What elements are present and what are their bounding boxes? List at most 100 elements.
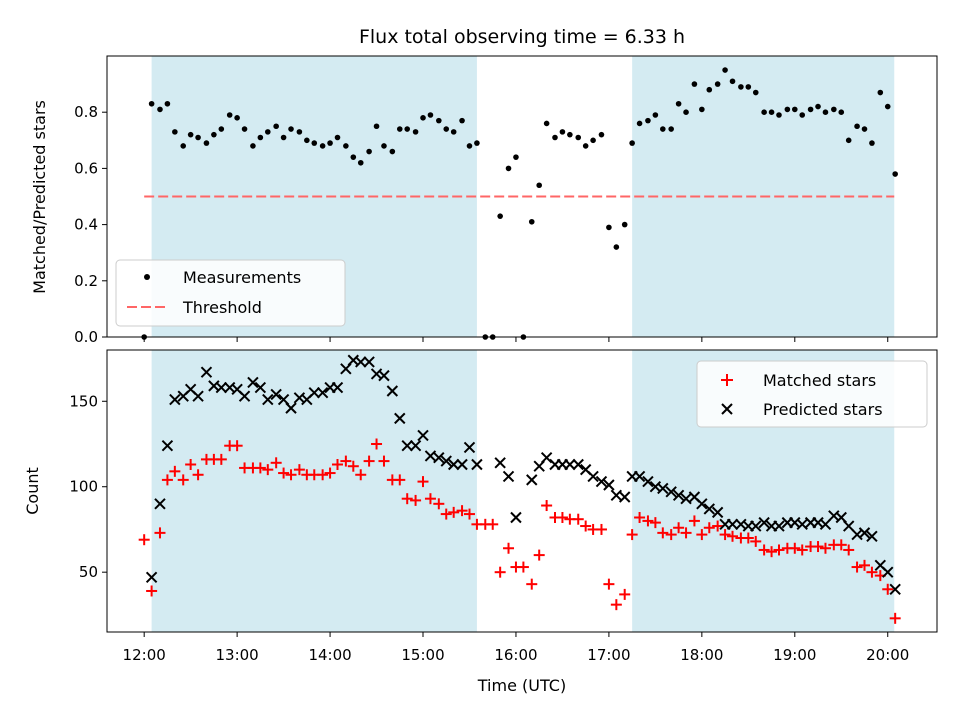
measurement-point-69 [675, 100, 682, 107]
measurement-point-57 [582, 143, 589, 149]
predicted-stars-point-81 [796, 518, 808, 531]
predicted-stars-point-60 [633, 470, 646, 483]
predicted-stars-point-89 [858, 527, 871, 539]
measurement-point-65 [645, 117, 651, 124]
measurement-point-27 [350, 154, 357, 160]
matched-stars-point-70 [680, 527, 692, 539]
measurement-point-85 [799, 112, 806, 118]
predicted-stars-point-48 [540, 451, 553, 464]
predicted-stars-point-32 [394, 412, 406, 425]
measurement-point-34 [404, 126, 411, 132]
matched-stars-point-54 [556, 511, 568, 523]
predicted-stars-point-87 [842, 520, 855, 532]
measurement-point-53 [552, 134, 558, 141]
measurement-point-47 [505, 165, 512, 172]
x-tick-label-3: 15:00 [401, 646, 444, 664]
measurement-point-1 [148, 100, 155, 107]
bottom-y-ticks: 50 100 150 [69, 392, 107, 581]
matched-stars-point-96 [882, 583, 894, 595]
predicted-stars-point-37 [433, 451, 445, 464]
predicted-stars-point-14 [254, 381, 267, 394]
predicted-stars-point-38 [440, 455, 452, 467]
predicted-stars-point-12 [238, 390, 251, 402]
measurement-point-81 [768, 109, 775, 115]
predicted-stars-point-57 [610, 489, 623, 501]
chart-title: Flux total observing time = 6.33 h [359, 26, 685, 48]
legend-marker-predicted-stars [721, 403, 733, 415]
measurement-point-48 [513, 154, 519, 160]
legend-marker-matched-stars [721, 374, 733, 386]
matched-stars-point-92 [851, 561, 863, 573]
measurement-point-32 [389, 148, 396, 155]
predicted-stars-point-44 [502, 470, 515, 483]
measurement-point-62 [621, 221, 628, 228]
bottom-shaded-interval-0 [151, 350, 477, 632]
predicted-stars-point-9 [215, 381, 228, 394]
measurement-point-29 [366, 148, 372, 155]
predicted-stars-point-64 [665, 486, 677, 498]
matched-stars-series [138, 438, 901, 624]
measurement-point-42 [466, 143, 473, 149]
predicted-stars-point-21 [308, 387, 320, 399]
predicted-stars-point-36 [424, 450, 437, 462]
predicted-stars-point-55 [595, 475, 608, 488]
top-y-tick-label-0: 0.0 [74, 328, 98, 346]
predicted-stars-point-68 [696, 498, 708, 510]
matched-stars-point-45 [487, 518, 499, 530]
bottom-plot-frame [106, 349, 938, 633]
matched-stars-point-65 [642, 515, 654, 527]
predicted-stars-point-56 [603, 479, 615, 491]
measurement-point-24 [327, 140, 333, 146]
measurement-point-71 [691, 81, 698, 87]
matched-stars-point-0 [138, 534, 150, 546]
measurement-point-76 [729, 78, 736, 85]
measurement-point-36 [420, 115, 426, 121]
matched-stars-point-67 [657, 527, 669, 539]
predicted-stars-point-90 [866, 530, 878, 542]
predicted-stars-point-1 [154, 498, 166, 510]
top-y-tick-label-3: 0.6 [74, 159, 98, 177]
bottom-y-tick-label-2: 150 [69, 392, 98, 410]
matched-stars-point-5 [177, 474, 189, 486]
measurement-point-51 [536, 182, 542, 189]
predicted-stars-point-51 [564, 458, 576, 471]
measurement-point-3 [164, 100, 171, 107]
legend-label-predicted-stars: Predicted stars [763, 400, 883, 419]
measurement-point-19 [288, 126, 294, 132]
x-tick-label-7: 19:00 [773, 646, 816, 664]
x-tick-label-1: 13:00 [216, 646, 259, 664]
matched-stars-point-74 [712, 520, 724, 532]
x-tick-label-8: 20:00 [866, 646, 909, 664]
matched-stars-point-33 [394, 474, 406, 486]
predicted-stars-point-78 [773, 520, 785, 532]
measurement-point-30 [373, 123, 380, 130]
matched-stars-point-93 [859, 559, 871, 571]
predicted-stars-point-54 [587, 470, 599, 483]
matched-stars-point-49 [517, 561, 529, 573]
matched-stars-point-39 [440, 508, 452, 520]
matched-stars-point-3 [161, 474, 173, 486]
matched-stars-point-82 [773, 544, 785, 556]
measurement-point-59 [598, 131, 605, 138]
predicted-stars-point-6 [192, 390, 204, 402]
measurement-point-50 [528, 218, 535, 225]
matched-stars-point-24 [324, 467, 336, 479]
matched-stars-point-41 [456, 505, 468, 517]
measurement-point-22 [311, 140, 318, 146]
measurement-point-35 [412, 129, 419, 135]
measurement-point-23 [319, 143, 326, 149]
measurement-point-79 [752, 89, 759, 96]
matched-stars-point-51 [533, 549, 545, 561]
predicted-stars-point-0 [145, 571, 158, 584]
measurement-point-87 [815, 103, 821, 110]
matched-stars-point-57 [580, 520, 592, 532]
matched-stars-point-52 [541, 500, 553, 512]
measurement-point-67 [660, 126, 666, 132]
matched-stars-point-26 [340, 455, 352, 467]
measurement-point-16 [264, 129, 271, 135]
matched-stars-point-71 [688, 515, 700, 527]
top-y-tick-label-2: 0.4 [74, 216, 98, 234]
measurement-point-8 [203, 140, 210, 146]
measurement-point-26 [343, 143, 349, 149]
predicted-stars-point-40 [456, 458, 468, 471]
